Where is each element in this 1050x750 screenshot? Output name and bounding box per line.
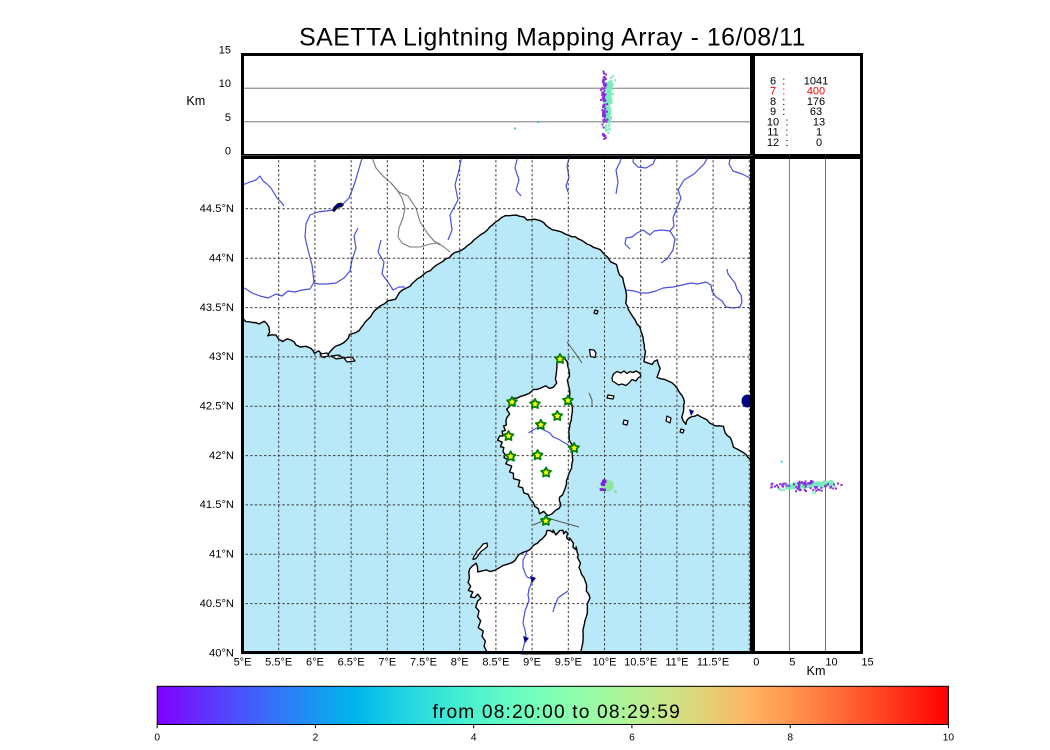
svg-text::: : <box>782 86 785 98</box>
svg-text:40.5°N: 40.5°N <box>200 598 234 610</box>
svg-text:5: 5 <box>789 657 795 669</box>
svg-text:0: 0 <box>154 733 160 744</box>
svg-text:8: 8 <box>770 96 776 108</box>
svg-text:10: 10 <box>825 657 837 669</box>
svg-text:1041: 1041 <box>804 75 828 87</box>
svg-text:42.5°N: 42.5°N <box>200 401 234 413</box>
svg-text:63: 63 <box>810 106 822 118</box>
svg-text::: : <box>782 75 785 87</box>
svg-text:8.5°E: 8.5°E <box>482 657 509 669</box>
svg-text:10: 10 <box>219 78 231 90</box>
svg-text:7: 7 <box>770 86 776 98</box>
svg-text:40°N: 40°N <box>209 647 234 659</box>
svg-text:Km: Km <box>807 664 826 678</box>
svg-text:13: 13 <box>813 116 825 128</box>
svg-text:6: 6 <box>629 733 635 744</box>
svg-text::: : <box>782 106 785 118</box>
svg-text:6.5°E: 6.5°E <box>338 657 365 669</box>
svg-text:1: 1 <box>816 127 822 139</box>
svg-text:11°E: 11°E <box>665 657 688 669</box>
svg-text:15: 15 <box>861 657 873 669</box>
svg-text::: : <box>785 116 788 128</box>
svg-text::: : <box>785 127 788 139</box>
svg-text:SAETTA Lightning Mapping Array: SAETTA Lightning Mapping Array - 16/08/1… <box>299 25 806 52</box>
svg-text:10°E: 10°E <box>593 657 617 669</box>
svg-text:44°N: 44°N <box>209 253 234 265</box>
svg-text:12: 12 <box>767 137 779 149</box>
svg-text::: : <box>782 96 785 108</box>
svg-text:5°E: 5°E <box>234 657 252 669</box>
svg-text:8: 8 <box>787 733 793 744</box>
svg-text:9°E: 9°E <box>523 657 541 669</box>
svg-text:0: 0 <box>225 146 231 158</box>
svg-text::: : <box>785 137 788 149</box>
svg-text:Km: Km <box>186 94 205 108</box>
svg-text:5.5°E: 5.5°E <box>265 657 292 669</box>
svg-text:43.5°N: 43.5°N <box>200 302 234 314</box>
svg-text:41.5°N: 41.5°N <box>200 499 234 511</box>
svg-text:10: 10 <box>767 116 779 128</box>
svg-text:0: 0 <box>816 137 822 149</box>
svg-text:7°E: 7°E <box>378 657 396 669</box>
svg-text:42°N: 42°N <box>209 450 234 462</box>
svg-text:7.5°E: 7.5°E <box>410 657 437 669</box>
svg-text:41°N: 41°N <box>209 549 234 561</box>
svg-text:10.5°E: 10.5°E <box>624 657 657 669</box>
svg-text:9.5°E: 9.5°E <box>555 657 582 669</box>
svg-text:11.5°E: 11.5°E <box>697 657 729 669</box>
svg-text:4: 4 <box>471 733 477 744</box>
svg-text:6: 6 <box>770 75 776 87</box>
svg-text:400: 400 <box>807 86 825 98</box>
svg-text:5: 5 <box>225 112 231 124</box>
svg-text:6°E: 6°E <box>306 657 324 669</box>
svg-text:from 08:20:00 to 08:29:59: from 08:20:00 to 08:29:59 <box>432 702 681 723</box>
svg-text:11: 11 <box>767 127 778 139</box>
svg-text:43°N: 43°N <box>209 351 234 363</box>
svg-text:0: 0 <box>753 657 759 669</box>
svg-text:9: 9 <box>770 106 776 118</box>
svg-text:8°E: 8°E <box>451 657 469 669</box>
svg-text:10: 10 <box>943 733 955 744</box>
svg-text:44.5°N: 44.5°N <box>200 203 234 215</box>
svg-text:176: 176 <box>807 96 825 108</box>
svg-text:15: 15 <box>219 45 231 57</box>
svg-text:2: 2 <box>313 733 319 744</box>
